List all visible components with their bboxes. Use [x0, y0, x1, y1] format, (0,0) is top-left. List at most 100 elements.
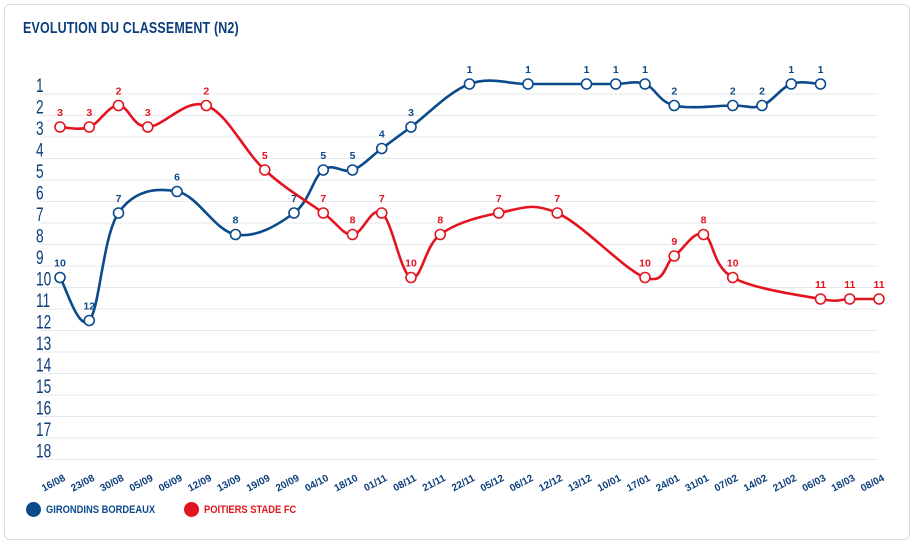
data-point [639, 78, 651, 90]
data-label: 3 [408, 107, 414, 119]
legend-item-bordeaux[interactable]: GIRONDINS BORDEAUX [26, 502, 174, 517]
data-point [405, 271, 417, 284]
data-point [317, 207, 330, 219]
data-label: 2 [671, 86, 677, 98]
data-point [346, 228, 359, 241]
x-tick-label: 22/11 [450, 473, 477, 494]
data-label: 1 [818, 64, 824, 76]
x-tick-label: 21/11 [421, 473, 448, 494]
data-label: 7 [554, 193, 560, 205]
data-label: 1 [467, 64, 473, 76]
data-point [375, 142, 388, 155]
data-label: 7 [379, 193, 385, 205]
data-label: 3 [145, 107, 151, 119]
data-label: 9 [671, 236, 677, 248]
y-tick-label: 14 [36, 354, 51, 376]
x-tick-label: 18/03 [830, 473, 858, 495]
x-tick-label: 06/09 [157, 473, 185, 495]
data-point [288, 207, 300, 219]
data-label: 10 [639, 258, 651, 270]
data-label: 2 [116, 86, 122, 98]
x-tick-label: 19/09 [245, 473, 273, 495]
data-label: 8 [437, 215, 443, 227]
data-label: 7 [496, 193, 502, 205]
data-point [112, 99, 125, 112]
data-label: 1 [613, 64, 619, 76]
x-tick-label: 20/09 [274, 473, 302, 495]
y-tick-label: 10 [36, 268, 51, 290]
data-point [346, 164, 359, 176]
y-tick-label: 12 [36, 311, 51, 333]
legend: GIRONDINS BORDEAUX POITIERS STADE FC [26, 502, 313, 517]
data-point [171, 185, 183, 198]
data-label: 11 [815, 279, 826, 291]
data-point [83, 121, 96, 133]
data-point [580, 78, 593, 90]
x-tick-label: 30/08 [99, 473, 127, 495]
data-point [83, 314, 96, 327]
data-label: 12 [83, 301, 95, 313]
y-tick-label: 4 [36, 139, 44, 161]
y-tick-label: 3 [36, 118, 44, 140]
data-point [639, 271, 651, 284]
data-label: 1 [584, 64, 590, 76]
x-tick-label: 05/12 [479, 473, 507, 495]
data-point [873, 293, 885, 305]
chart-title: EVOLUTION DU CLASSEMENT (N2) [23, 20, 239, 37]
x-tick-label: 12/12 [537, 473, 565, 495]
data-point [551, 207, 564, 219]
x-tick-label: 13/12 [567, 473, 595, 495]
y-tick-label: 9 [36, 247, 44, 269]
y-tick-label: 5 [36, 161, 44, 183]
data-point [229, 228, 242, 241]
data-label: 8 [233, 215, 239, 227]
y-tick-label: 1 [36, 75, 44, 97]
data-point [405, 121, 417, 133]
data-point [697, 228, 710, 241]
x-tick-label: 31/01 [684, 473, 712, 495]
x-tick-label: 08/04 [859, 473, 887, 495]
legend-label-bordeaux: GIRONDINS BORDEAUX [46, 503, 156, 516]
data-label: 4 [379, 129, 385, 141]
y-tick-label: 15 [36, 376, 51, 398]
data-point [726, 271, 739, 284]
x-tick-label: 13/09 [216, 473, 244, 495]
data-point [726, 99, 739, 112]
x-tick-label: 14/02 [742, 473, 770, 495]
x-tick-label: 06/12 [508, 473, 536, 495]
data-label: 5 [320, 150, 326, 162]
data-point [522, 78, 534, 90]
x-tick-label: 08/11 [392, 473, 419, 494]
chart-card [4, 4, 910, 540]
data-point [843, 293, 856, 305]
legend-item-poitiers[interactable]: POITIERS STADE FC [184, 502, 313, 517]
x-tick-label: 24/01 [654, 473, 682, 495]
data-label: 2 [759, 86, 765, 98]
data-point [668, 99, 681, 112]
data-point [668, 250, 681, 262]
data-label: 11 [873, 279, 884, 291]
data-label: 1 [642, 64, 648, 76]
x-tick-label: 18/10 [333, 473, 361, 495]
data-label: 2 [730, 86, 736, 98]
data-label: 5 [262, 150, 268, 162]
y-tick-label: 11 [36, 290, 50, 312]
x-tick-label: 06/03 [801, 473, 829, 495]
data-label: 8 [701, 215, 707, 227]
data-label: 2 [203, 86, 209, 98]
data-label: 6 [174, 172, 180, 184]
data-point [492, 207, 505, 219]
legend-swatch-poitiers [184, 502, 200, 517]
y-tick-label: 18 [36, 440, 51, 462]
data-point [463, 78, 476, 90]
x-tick-label: 07/02 [713, 473, 741, 495]
data-label: 3 [57, 107, 63, 119]
x-tick-label: 05/09 [128, 473, 156, 495]
data-point [785, 78, 798, 90]
data-point [756, 99, 768, 112]
data-label: 5 [350, 150, 356, 162]
data-label: 1 [788, 64, 794, 76]
data-point [112, 207, 125, 219]
data-point [200, 99, 213, 112]
